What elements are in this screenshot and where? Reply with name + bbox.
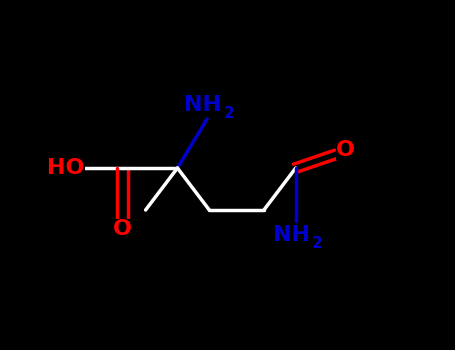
Text: NH: NH — [273, 225, 310, 245]
Text: 2: 2 — [312, 236, 323, 251]
Text: O: O — [113, 219, 132, 239]
Text: O: O — [336, 140, 355, 161]
Text: 2: 2 — [223, 106, 234, 121]
Text: NH: NH — [184, 95, 221, 115]
Text: HO: HO — [47, 158, 85, 178]
